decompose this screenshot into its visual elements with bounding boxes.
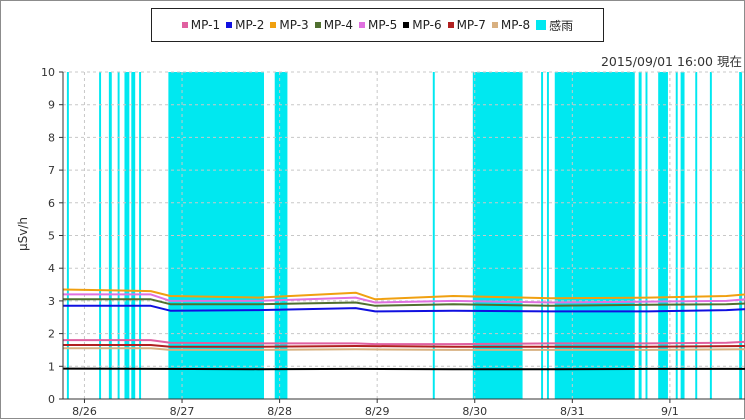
legend-swatch — [403, 22, 410, 28]
y-tick-label: 2 — [48, 328, 55, 341]
y-tick-label: 7 — [48, 164, 55, 177]
legend-label: MP-5 — [367, 18, 398, 32]
legend-item: MP-6 — [403, 18, 442, 32]
legend-swatch — [491, 22, 498, 28]
legend-label: MP-7 — [456, 18, 486, 32]
y-tick-label: 5 — [48, 230, 55, 243]
legend-item: MP-8 — [491, 18, 531, 32]
legend-item: MP-7 — [447, 18, 486, 32]
legend-item: MP-5 — [358, 18, 398, 32]
legend-item: MP-1 — [181, 18, 221, 32]
legend-swatch — [536, 20, 547, 30]
x-tick-label: 8/26 — [72, 405, 97, 418]
legend-swatch — [270, 22, 277, 28]
legend-label: MP-1 — [190, 18, 221, 32]
legend-label: 感雨 — [549, 18, 574, 33]
legend-item: MP-2 — [226, 18, 264, 32]
x-tick-label: 8/30 — [462, 405, 487, 418]
series-line-mp-8 — [63, 347, 745, 351]
rain-bar — [432, 72, 435, 399]
rain-bar — [546, 72, 549, 399]
legend-label: MP-3 — [279, 18, 309, 32]
legend-item: MP-3 — [270, 18, 309, 32]
y-tick-label: 3 — [48, 295, 55, 308]
legend-swatch — [447, 22, 454, 28]
x-tick-label: 8/28 — [267, 405, 292, 418]
x-tick-label: 8/27 — [170, 405, 195, 418]
series-line-mp-6 — [62, 367, 745, 371]
legend-label: MP-4 — [323, 18, 353, 32]
legend-swatch — [314, 22, 321, 28]
x-tick-label: 8/31 — [560, 405, 585, 418]
rain-bar — [709, 72, 712, 399]
series-line-mp-4 — [63, 298, 745, 307]
y-tick-label: 9 — [48, 99, 55, 112]
legend-label: MP-8 — [500, 18, 531, 32]
series-line-mp-5 — [63, 293, 745, 304]
rain-bar — [108, 72, 112, 399]
y-tick-label: 0 — [48, 393, 55, 406]
y-tick-label: 8 — [48, 131, 55, 144]
chart-timestamp: 2015/09/01 16:00 現在 — [600, 54, 742, 69]
legend-item: 感雨 — [536, 17, 573, 34]
series-line-mp-3 — [62, 288, 745, 301]
rain-bar — [541, 72, 544, 399]
x-tick-label: 9/1 — [661, 405, 679, 418]
legend: MP-1 MP-2 MP-3 MP-4 MP-5 MP-6 MP-7 MP-8 感雨 — [151, 8, 604, 42]
series-line-mp-2 — [63, 304, 745, 313]
series-line-mp-7 — [63, 344, 745, 348]
series-line-mp-1 — [63, 339, 745, 346]
legend-label: MP-2 — [235, 18, 265, 32]
rain-bar — [131, 72, 136, 399]
y-tick-label: 1 — [48, 360, 55, 373]
rain-bar — [124, 72, 130, 399]
rain-bar — [66, 72, 69, 399]
legend-label: MP-6 — [412, 18, 442, 32]
legend-item: MP-4 — [314, 18, 353, 32]
legend-swatch — [181, 22, 188, 28]
rain-bar — [739, 72, 743, 399]
y-tick-label: 6 — [48, 197, 55, 210]
rain-bar — [695, 72, 698, 399]
legend-swatch — [226, 22, 233, 28]
x-tick-label: 8/29 — [365, 405, 390, 418]
legend-swatch — [358, 22, 365, 28]
y-tick-label: 10 — [41, 66, 55, 79]
rain-bar — [139, 72, 142, 399]
y-tick-label: 4 — [48, 262, 55, 275]
